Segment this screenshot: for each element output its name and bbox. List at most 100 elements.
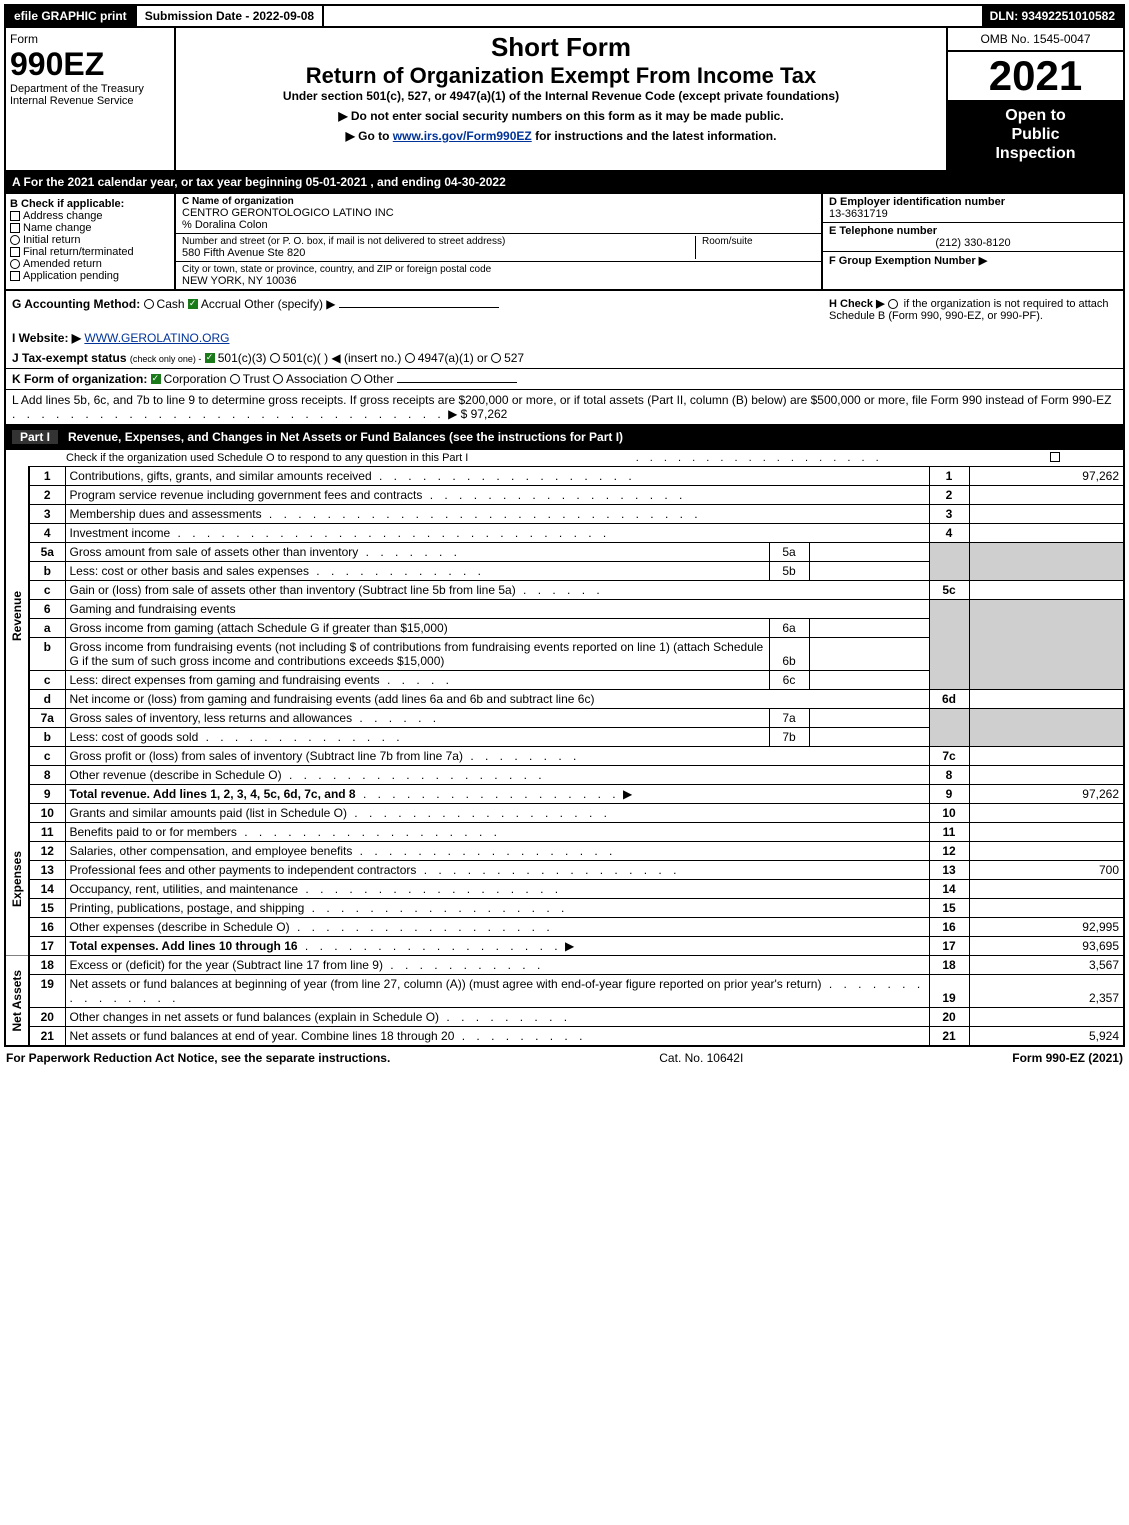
k-other[interactable]: Other	[351, 372, 517, 386]
d-label: D Employer identification number	[829, 196, 1117, 208]
chk-initial-return[interactable]: Initial return	[10, 234, 170, 246]
j-4947[interactable]: 4947(a)(1) or	[405, 351, 488, 365]
e-label: E Telephone number	[829, 225, 1117, 237]
k-assoc[interactable]: Association	[273, 372, 347, 386]
row-17: 17 Total expenses. Add lines 10 through …	[5, 936, 1124, 955]
submission-date: Submission Date - 2022-09-08	[137, 6, 324, 26]
form-number: 990EZ	[10, 46, 170, 83]
form-header: Form 990EZ Department of the Treasury In…	[4, 28, 1125, 172]
f-label: F Group Exemption Number ▶	[829, 255, 987, 267]
l-amount: ▶ $ 97,262	[448, 407, 507, 421]
row-12: 12 Salaries, other compensation, and emp…	[5, 841, 1124, 860]
row-8: 8 Other revenue (describe in Schedule O)…	[5, 765, 1124, 784]
chk-address-change[interactable]: Address change	[10, 210, 170, 222]
g-section: G Accounting Method: Cash Accrual Other …	[6, 291, 823, 328]
row-11: 11 Benefits paid to or for members . . .…	[5, 822, 1124, 841]
chk-final-return[interactable]: Final return/terminated	[10, 246, 170, 258]
b-label: B Check if applicable:	[10, 198, 170, 210]
row-13: 13 Professional fees and other payments …	[5, 860, 1124, 879]
ein-value: 13-3631719	[829, 208, 1117, 220]
website-link[interactable]: WWW.GEROLATINO.ORG	[84, 331, 229, 345]
omb-number: OMB No. 1545-0047	[948, 28, 1123, 52]
row-6: 6 Gaming and fundraising events	[5, 599, 1124, 618]
row-4: 4 Investment income . . . . . . . . . . …	[5, 523, 1124, 542]
check-o-text: Check if the organization used Schedule …	[66, 452, 468, 464]
goto-line: ▶ Go to www.irs.gov/Form990EZ for instru…	[180, 129, 942, 143]
row-21: 21 Net assets or fund balances at end of…	[5, 1026, 1124, 1046]
row-19: 19 Net assets or fund balances at beginn…	[5, 974, 1124, 1007]
under-section: Under section 501(c), 527, or 4947(a)(1)…	[180, 89, 942, 103]
row-2: 2 Program service revenue including gove…	[5, 485, 1124, 504]
footer-mid: Cat. No. 10642I	[659, 1051, 743, 1065]
g-accrual[interactable]: Accrual	[188, 297, 241, 311]
l-dots: . . . . . . . . . . . . . . . . . . . . …	[12, 407, 445, 421]
row-7c: c Gross profit or (loss) from sales of i…	[5, 746, 1124, 765]
h-section: H Check ▶ if the organization is not req…	[823, 291, 1123, 328]
j-501c[interactable]: 501(c)( ) ◀ (insert no.)	[270, 351, 402, 365]
footer-right: Form 990-EZ (2021)	[1012, 1051, 1123, 1065]
row-gh: G Accounting Method: Cash Accrual Other …	[4, 291, 1125, 328]
row-3: 3 Membership dues and assessments . . . …	[5, 504, 1124, 523]
col-def: D Employer identification number 13-3631…	[823, 194, 1123, 289]
i-label: I Website: ▶	[12, 331, 81, 345]
k-label: K Form of organization:	[12, 372, 147, 386]
g-other[interactable]: Other (specify) ▶	[244, 297, 499, 311]
row-9: 9 Total revenue. Add lines 1, 2, 3, 4, 5…	[5, 784, 1124, 803]
row-7a: 7a Gross sales of inventory, less return…	[5, 708, 1124, 727]
f-row: F Group Exemption Number ▶	[823, 252, 1123, 269]
col-b: B Check if applicable: Address change Na…	[6, 194, 176, 289]
header-mid: Short Form Return of Organization Exempt…	[176, 28, 948, 170]
row-l: L Add lines 5b, 6c, and 7b to line 9 to …	[4, 390, 1125, 424]
h-checkbox[interactable]	[888, 299, 898, 309]
row-16: 16 Other expenses (describe in Schedule …	[5, 917, 1124, 936]
j-501c3[interactable]: 501(c)(3)	[205, 351, 267, 365]
irs-link[interactable]: www.irs.gov/Form990EZ	[393, 129, 532, 143]
row-1: Revenue 1 Contributions, gifts, grants, …	[5, 466, 1124, 485]
row-20: 20 Other changes in net assets or fund b…	[5, 1007, 1124, 1026]
chk-application-pending[interactable]: Application pending	[10, 270, 170, 282]
part-i-header: Part I Revenue, Expenses, and Changes in…	[4, 424, 1125, 450]
row-14: 14 Occupancy, rent, utilities, and maint…	[5, 879, 1124, 898]
d-row: D Employer identification number 13-3631…	[823, 194, 1123, 223]
top-bar: efile GRAPHIC print Submission Date - 20…	[4, 4, 1125, 28]
j-527[interactable]: 527	[491, 351, 524, 365]
part-i-title: Revenue, Expenses, and Changes in Net As…	[68, 430, 623, 444]
row-15: 15 Printing, publications, postage, and …	[5, 898, 1124, 917]
top-left: efile GRAPHIC print Submission Date - 20…	[6, 6, 324, 26]
k-corp[interactable]: Corporation	[151, 372, 227, 386]
chk-name-change[interactable]: Name change	[10, 222, 170, 234]
phone-value: (212) 330-8120	[829, 237, 1117, 249]
c-addr-row: Number and street (or P. O. box, if mail…	[176, 233, 821, 261]
c-label: C Name of organization	[182, 196, 815, 207]
org-name: CENTRO GERONTOLOGICO LATINO INC	[182, 207, 815, 219]
footer-left: For Paperwork Reduction Act Notice, see …	[6, 1051, 390, 1065]
g-cash[interactable]: Cash	[144, 297, 185, 311]
row-18: Net Assets 18 Excess or (deficit) for th…	[5, 955, 1124, 974]
room-label: Room/suite	[702, 236, 815, 247]
row-5a: 5a Gross amount from sale of assets othe…	[5, 542, 1124, 561]
k-trust[interactable]: Trust	[230, 372, 270, 386]
addr-label: Number and street (or P. O. box, if mail…	[182, 236, 695, 247]
c-top: C Name of organization CENTRO GERONTOLOG…	[176, 194, 821, 233]
col-c: C Name of organization CENTRO GERONTOLOG…	[176, 194, 823, 289]
return-title: Return of Organization Exempt From Incom…	[180, 63, 942, 89]
side-net-assets: Net Assets	[5, 955, 29, 1046]
tax-year: 2021	[948, 52, 1123, 100]
page-footer: For Paperwork Reduction Act Notice, see …	[4, 1047, 1125, 1069]
warning-ssn: ▶ Do not enter social security numbers o…	[180, 109, 942, 123]
check-o-box[interactable]	[1050, 452, 1060, 462]
row-5c: c Gain or (loss) from sale of assets oth…	[5, 580, 1124, 599]
side-revenue: Revenue	[5, 466, 29, 765]
efile-print[interactable]: efile GRAPHIC print	[6, 6, 137, 26]
h-label: H Check ▶	[829, 298, 885, 310]
l-text: L Add lines 5b, 6c, and 7b to line 9 to …	[12, 393, 1111, 407]
row-6d: d Net income or (loss) from gaming and f…	[5, 689, 1124, 708]
careof: % Doralina Colon	[182, 219, 815, 231]
form-label: Form	[10, 32, 170, 46]
header-left: Form 990EZ Department of the Treasury In…	[6, 28, 176, 170]
open3: Inspection	[952, 144, 1119, 163]
lines-table: Revenue 1 Contributions, gifts, grants, …	[4, 466, 1125, 1047]
row-j: J Tax-exempt status (check only one) - 5…	[4, 348, 1125, 369]
part-i-label: Part I	[12, 430, 58, 444]
chk-amended[interactable]: Amended return	[10, 258, 170, 270]
